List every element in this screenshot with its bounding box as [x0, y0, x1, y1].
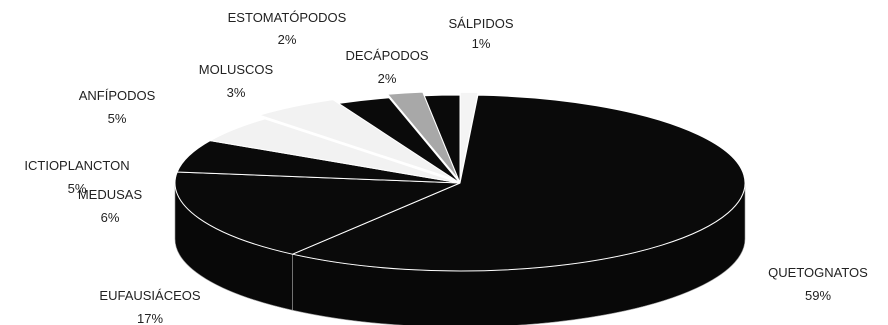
slice-value-label: 2%: [378, 71, 397, 86]
slice-value-label: 5%: [108, 111, 127, 126]
slice-label: SÁLPIDOS: [448, 16, 513, 31]
pie-tops: [174, 91, 746, 272]
slice-value-label: 2%: [278, 32, 297, 47]
slice-label: ICTIOPLANCTON: [24, 158, 129, 173]
slice-value-label: 3%: [227, 85, 246, 100]
slice-value-label: 17%: [137, 311, 163, 325]
pie-slice-eufausiáceos: [174, 171, 461, 255]
slice-label: QUETOGNATOS: [768, 265, 868, 280]
pie-slice-estomatópodos: [386, 91, 459, 180]
slice-label: MEDUSAS: [78, 187, 143, 202]
slice-label: EUFAUSIÁCEOS: [99, 288, 200, 303]
slice-value-label: 6%: [101, 210, 120, 225]
slice-label: ANFÍPODOS: [79, 88, 156, 103]
slice-value-label: 59%: [805, 288, 831, 303]
slice-label: ESTOMATÓPODOS: [228, 10, 347, 25]
pie-slice-anfípodos: [257, 99, 455, 180]
pie-labels: SÁLPIDOS 1% QUETOGNATOS 59% EUFAUSIÁCEOS 17% M…: [24, 10, 868, 325]
pie-slice-decápodos: [423, 94, 461, 184]
pie-slice-moluscos: [337, 97, 461, 184]
slice-value-label: 1%: [472, 36, 491, 51]
slice-label: MOLUSCOS: [199, 62, 274, 77]
slice-value-label: 5%: [68, 181, 87, 196]
pie-slice-ictioplancton: [208, 118, 461, 184]
pie-slice-quetognatos: [290, 94, 746, 272]
slice-label: DECÁPODOS: [345, 48, 428, 63]
